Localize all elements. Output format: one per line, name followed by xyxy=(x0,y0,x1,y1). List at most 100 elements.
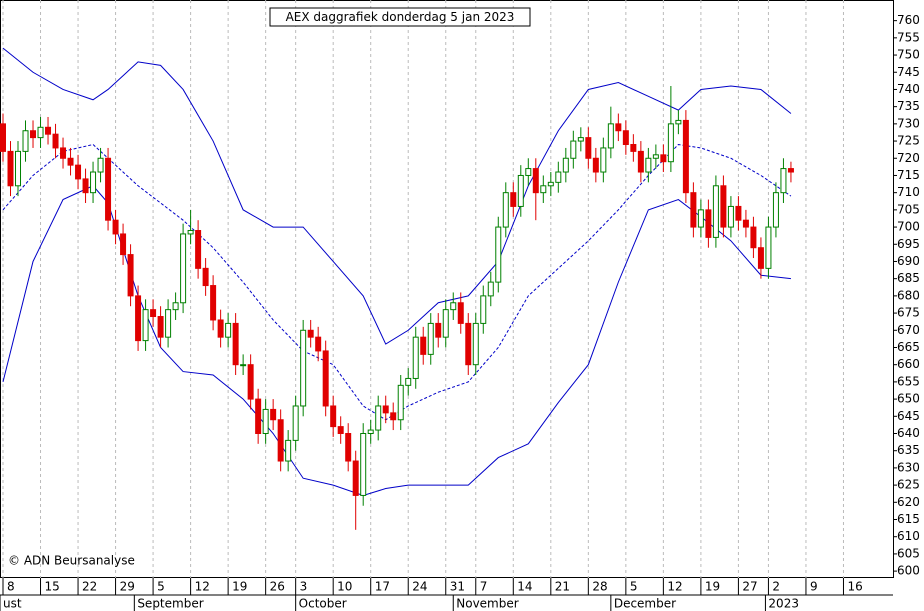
candle-body xyxy=(757,247,764,269)
candle-body xyxy=(37,126,44,139)
candle-body xyxy=(540,185,547,194)
candle-body xyxy=(7,150,14,187)
candle-body xyxy=(525,168,532,176)
y-tick-label: 705 xyxy=(897,202,920,216)
candle-body xyxy=(22,130,29,152)
x-tick-label: 15 xyxy=(45,580,60,594)
x-tick-label: 12 xyxy=(195,580,210,594)
y-tick-label: 610 xyxy=(897,529,920,543)
candle-body xyxy=(330,405,337,428)
candle-body xyxy=(592,157,599,173)
candle-body xyxy=(30,130,37,139)
candle-body xyxy=(555,171,562,183)
y-tick-label: 650 xyxy=(897,392,920,406)
candle-body xyxy=(427,322,434,355)
candle-body xyxy=(277,419,284,462)
x-tick-label: 17 xyxy=(375,580,390,594)
y-tick-label: 670 xyxy=(897,323,920,337)
candle-body xyxy=(187,230,194,235)
chart-title: AEX daggrafiek donderdag 5 jan 2023 xyxy=(286,10,515,24)
candle-body xyxy=(457,302,464,324)
candle-body xyxy=(82,178,89,194)
y-tick-label: 640 xyxy=(897,426,920,440)
candle-body xyxy=(240,364,247,367)
y-tick-label: 760 xyxy=(897,13,920,27)
y-tick-label: 665 xyxy=(897,340,920,354)
candle-body xyxy=(165,309,172,338)
candle-body xyxy=(210,285,217,321)
x-tick-label: 14 xyxy=(517,580,532,594)
candle-body xyxy=(480,295,487,324)
candle-body xyxy=(502,192,509,228)
candle-body xyxy=(727,205,734,228)
candle-body xyxy=(360,433,367,496)
x-tick-label: 9 xyxy=(810,580,818,594)
y-tick-label: 695 xyxy=(897,237,920,251)
candle-body xyxy=(495,226,502,283)
candle-body xyxy=(675,119,682,125)
y-tick-label: 720 xyxy=(897,151,920,165)
candle-body xyxy=(75,164,82,180)
y-tick-label: 730 xyxy=(897,116,920,130)
y-tick-label: 625 xyxy=(897,478,920,492)
x-tick-label: 28 xyxy=(592,580,607,594)
candle-body xyxy=(720,185,727,228)
x-tick-label: 19 xyxy=(232,580,247,594)
candle-body xyxy=(262,408,269,434)
title-box xyxy=(269,7,531,27)
month-label: October xyxy=(299,597,347,611)
grid xyxy=(2,0,844,578)
candle-body xyxy=(712,185,719,238)
y-tick-label: 750 xyxy=(897,48,920,62)
candle-body xyxy=(120,233,127,256)
candle-body xyxy=(0,123,7,152)
candle-body xyxy=(52,133,59,149)
month-label: September xyxy=(137,597,203,611)
candle-body xyxy=(90,171,97,194)
candle-body xyxy=(367,429,374,434)
axes: 600 605 610 615 620 625 630 635 640 645 650 655 660 6… xyxy=(0,13,920,611)
candle-body xyxy=(217,319,224,338)
candle-body xyxy=(195,230,202,269)
y-tick-label: 680 xyxy=(897,288,920,302)
candle-body xyxy=(127,254,134,297)
candle-body xyxy=(105,157,112,221)
candle-body xyxy=(510,192,517,207)
x-tick-label: 26 xyxy=(270,580,285,594)
candle-body xyxy=(270,408,277,421)
copyright: © ADN Beursanalyse xyxy=(8,554,135,568)
x-tick-label: 16 xyxy=(847,580,862,594)
candle-body xyxy=(45,126,52,135)
candle-body xyxy=(787,168,794,173)
y-tick-label: 620 xyxy=(897,495,920,509)
candle-body xyxy=(585,137,592,159)
candle-body xyxy=(247,364,254,400)
candle-body xyxy=(772,192,779,228)
candle-body xyxy=(577,137,584,142)
candles xyxy=(0,86,794,530)
y-tick-label: 655 xyxy=(897,374,920,388)
candle-body xyxy=(705,209,712,238)
y-tick-label: 685 xyxy=(897,271,920,285)
candle-body xyxy=(180,233,187,304)
y-tick-label: 740 xyxy=(897,82,920,96)
x-tick-label: 2 xyxy=(772,580,780,594)
candle-body xyxy=(570,140,577,159)
candle-body xyxy=(300,329,307,407)
candle-body xyxy=(225,322,232,338)
y-tick-label: 605 xyxy=(897,546,920,560)
candle-body xyxy=(442,309,449,338)
candle-body xyxy=(15,150,22,187)
candle-body xyxy=(97,157,104,173)
candle-body xyxy=(60,147,67,159)
y-tick-label: 630 xyxy=(897,460,920,474)
y-tick-label: 710 xyxy=(897,185,920,199)
x-tick-label: 5 xyxy=(630,580,638,594)
x-tick-label: 27 xyxy=(742,580,757,594)
x-tick-label: 21 xyxy=(555,580,570,594)
candle-body xyxy=(172,302,179,311)
candle-body xyxy=(750,226,757,249)
candle-body xyxy=(517,174,524,207)
candle-body xyxy=(255,398,262,435)
y-tick-label: 725 xyxy=(897,134,920,148)
